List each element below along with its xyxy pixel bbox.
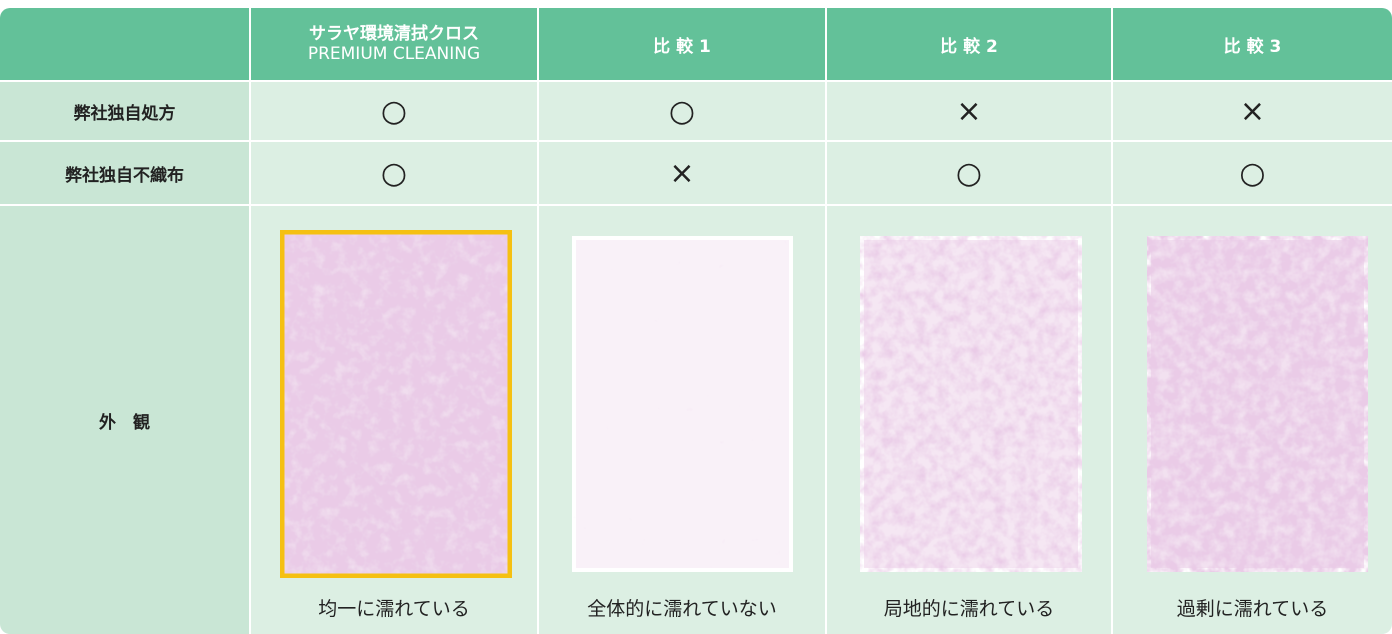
sample-image: [280, 230, 512, 578]
mark: ○: [251, 82, 537, 140]
sample-image: [1147, 236, 1368, 572]
mark: ○: [539, 82, 825, 140]
mark: ×: [539, 142, 825, 204]
row-label: 弊社独自処方: [0, 82, 249, 140]
caption: 均一に濡れている: [318, 598, 470, 620]
header-comparison: 比 較 1: [539, 8, 825, 80]
sample-image: [572, 236, 793, 572]
mark: ○: [251, 142, 537, 204]
mark: ×: [1113, 82, 1392, 140]
product-name: サラヤ環境清拭クロス: [309, 24, 479, 44]
header-empty: [0, 8, 249, 80]
row-label: 弊社独自不織布: [0, 142, 249, 204]
mark: ○: [827, 142, 1111, 204]
caption: 全体的に濡れていない: [587, 598, 777, 620]
row-label: 外 観: [0, 206, 249, 634]
product-sub: PREMIUM CLEANING: [307, 44, 481, 64]
mark: ×: [827, 82, 1111, 140]
header-comparison: 比 較 2: [827, 8, 1111, 80]
mark: ○: [1113, 142, 1392, 204]
header-comparison: 比 較 3: [1113, 8, 1392, 80]
header-product: サラヤ環境清拭クロス PREMIUM CLEANING: [251, 8, 537, 80]
caption: 局地的に濡れている: [883, 598, 1055, 620]
caption: 過剰に濡れている: [1176, 598, 1329, 620]
sample-image: [860, 236, 1082, 572]
